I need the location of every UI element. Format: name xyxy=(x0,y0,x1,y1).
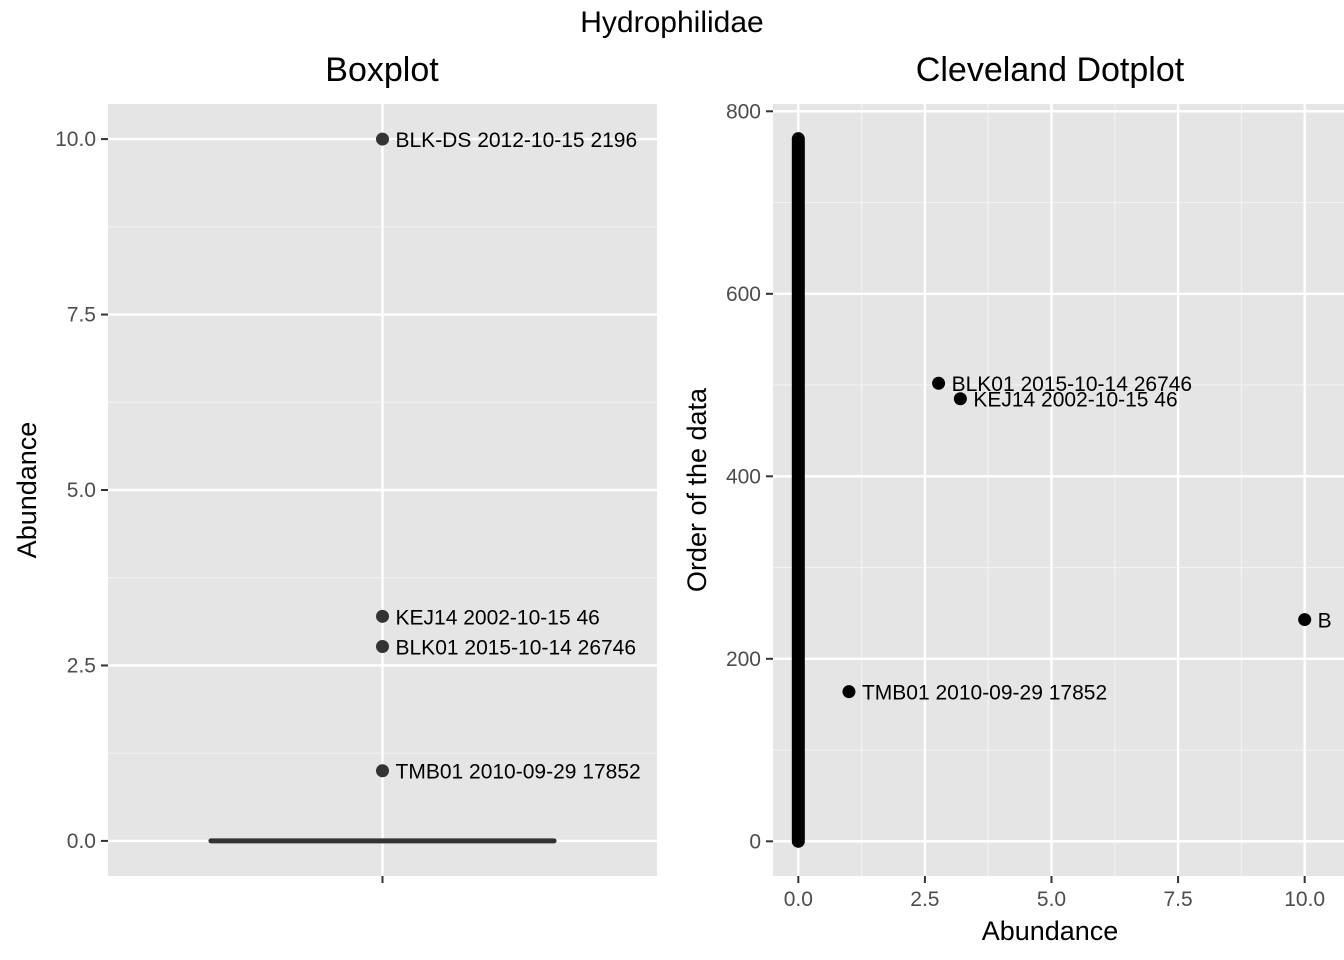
dotplot-x-axis-label: Abundance xyxy=(982,916,1119,946)
dotplot-point-label: B xyxy=(1318,610,1332,633)
boxplot-y-tick-label: 2.5 xyxy=(67,654,96,677)
boxplot-plot-area: 0.0 2.5 5.0 7.5 10.0 BLK-DS 2012-10-15 2196 KE… xyxy=(55,104,657,883)
dotplot-y-axis-label: Order of the data xyxy=(682,387,712,592)
boxplot-outlier-point xyxy=(376,764,389,778)
boxplot-y-tick-label: 5.0 xyxy=(67,479,96,502)
dotplot-panel: Cleveland Dotplot Order of the data Abun… xyxy=(682,51,1344,946)
boxplot-outlier-point xyxy=(376,132,389,146)
dotplot-y-tick-label: 0 xyxy=(749,830,761,853)
dotplot-x-tick-label: 7.5 xyxy=(1163,888,1192,911)
dotplot-point xyxy=(842,685,856,699)
boxplot-y-tick-label: 0.0 xyxy=(67,830,96,853)
boxplot-panel: Boxplot Abundance 0.0 2.5 5.0 7.5 10.0 BLK-DS… xyxy=(12,51,657,883)
dotplot-x-tick-label: 10.0 xyxy=(1284,888,1325,911)
dotplot-y-tick-label: 200 xyxy=(726,648,761,671)
dotplot-x-tick-label: 0.0 xyxy=(784,888,813,911)
dotplot-point-label: KEJ14 2002-10-15 46 xyxy=(973,389,1177,412)
dotplot-point-label: BLK01 2015-10-14 26746 xyxy=(952,373,1193,396)
boxplot-outlier-label: KEJ14 2002-10-15 46 xyxy=(396,606,600,629)
boxplot-outlier-label: BLK01 2015-10-14 26746 xyxy=(396,637,637,660)
dotplot-y-tick-label: 800 xyxy=(726,100,761,123)
boxplot-y-tick-label: 10.0 xyxy=(55,128,96,151)
boxplot-outlier-point xyxy=(376,640,389,654)
boxplot-outlier-label: TMB01 2010-09-29 17852 xyxy=(396,761,641,784)
boxplot-outlier-point xyxy=(376,609,389,623)
dotplot-point xyxy=(1298,613,1312,627)
dotplot-point-label: TMB01 2010-09-29 17852 xyxy=(862,682,1107,705)
figure-title: Hydrophilidae xyxy=(580,6,763,39)
dotplot-plot-area: 0 200 400 600 800 0.0 2.5 5.0 7.5 10.0 BLK01 2015-… xyxy=(726,100,1344,911)
boxplot-outlier-label: BLK-DS 2012-10-15 2196 xyxy=(396,129,638,152)
dotplot-point xyxy=(953,392,967,406)
dotplot-x-tick-label: 2.5 xyxy=(910,888,939,911)
dotplot-background xyxy=(773,104,1344,876)
dotplot-x-tick-label: 5.0 xyxy=(1037,888,1066,911)
dotplot-title: Cleveland Dotplot xyxy=(916,51,1185,89)
boxplot-y-tick-label: 7.5 xyxy=(67,304,96,327)
dotplot-y-tick-label: 600 xyxy=(726,283,761,306)
dotplot-y-tick-label: 400 xyxy=(726,465,761,488)
dotplot-point xyxy=(932,376,946,390)
boxplot-y-axis-label: Abundance xyxy=(12,422,42,559)
boxplot-title: Boxplot xyxy=(325,51,439,89)
